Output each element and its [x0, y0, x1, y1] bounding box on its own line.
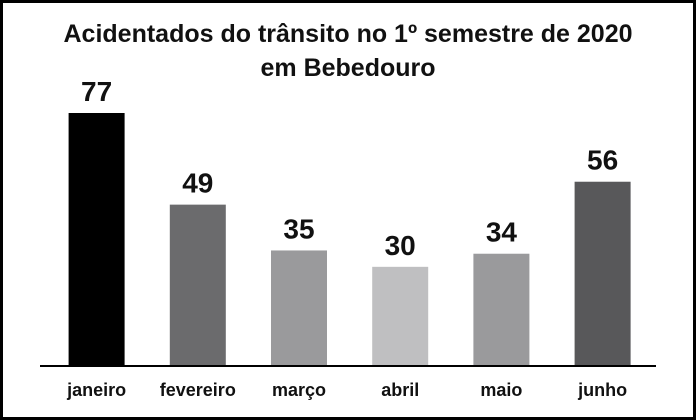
value-label: 34: [486, 217, 518, 248]
bar: [169, 204, 226, 365]
chart-title: em Bebedouro: [260, 54, 435, 82]
x-tick-label: janeiro: [66, 380, 126, 400]
bar: [372, 266, 429, 365]
bar: [574, 181, 631, 365]
x-tick-label: maio: [480, 380, 522, 400]
bar: [473, 253, 530, 365]
bar: [68, 113, 125, 365]
value-label: 56: [587, 145, 618, 176]
value-label: 35: [283, 213, 314, 244]
bar: [271, 250, 327, 365]
x-tick-label: março: [272, 380, 326, 400]
x-tick-label: abril: [381, 380, 419, 400]
x-tick-label: junho: [577, 380, 627, 400]
value-label: 49: [182, 168, 213, 199]
chart-title: Acidentados do trânsito no 1º semestre d…: [63, 20, 632, 48]
value-label: 30: [385, 230, 416, 261]
x-tick-label: fevereiro: [160, 380, 236, 400]
value-label: 77: [81, 76, 112, 107]
